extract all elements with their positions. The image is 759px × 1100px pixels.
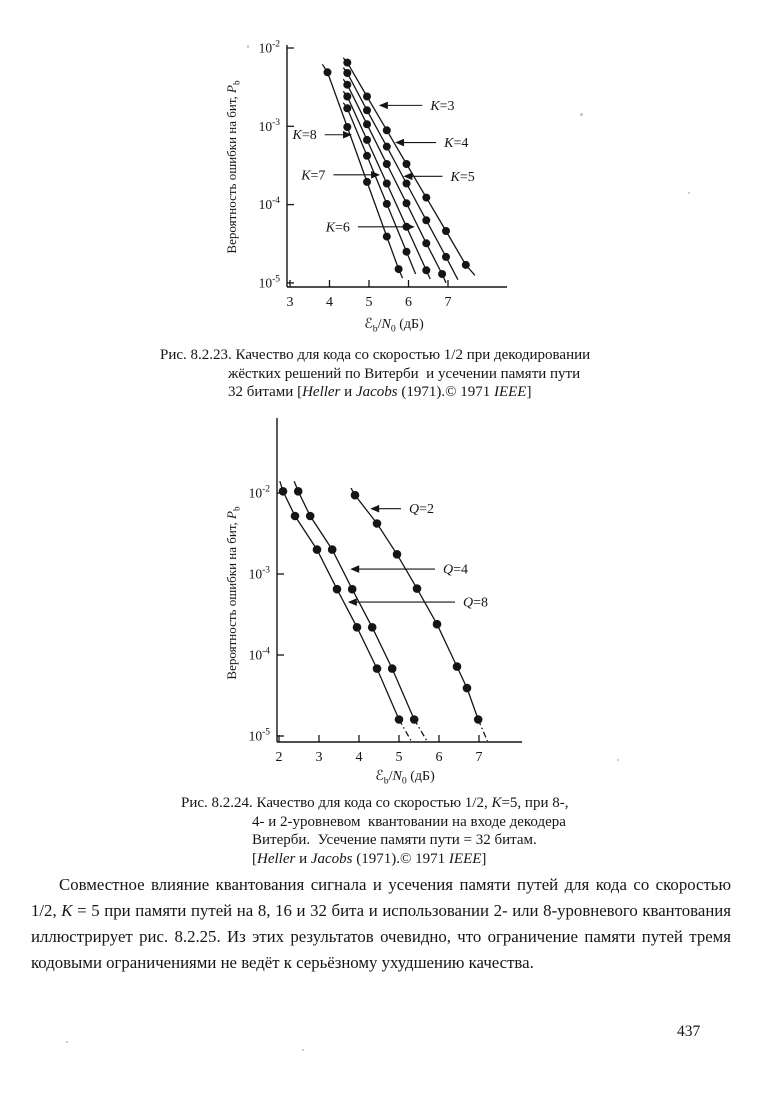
annotation-Q=4: Q=4 — [350, 563, 468, 578]
x-tick-label: 3 — [316, 750, 323, 765]
annotation-label: Q=8 — [463, 596, 488, 611]
caption-line: 4- и 2-уровневом квантовании на входе де… — [252, 813, 566, 830]
body-paragraph: Совместное влияние квантования сигнала и… — [31, 875, 731, 972]
figure-8-2-24-plot: 10-2 10-3 10-4 10-5 2 3 4 5 6 7 Q=2 Q=4 Q=8 ℰb/N0 (дБ… — [224, 418, 522, 787]
axes — [276, 418, 522, 743]
annotation-K=8: K=8 — [292, 128, 353, 143]
x-axis-label: ℰb/N0 (дБ) — [364, 316, 424, 335]
scan-speck — [617, 759, 619, 761]
x-axis-label: ℰb/N0 (дБ) — [375, 768, 435, 787]
annotation-K=6: K=6 — [325, 220, 415, 235]
x-tick-label: 7 — [445, 295, 452, 310]
series-K=4 — [342, 67, 459, 281]
series-Q=8 — [278, 481, 412, 742]
y-tick-label: 10-5 — [249, 728, 271, 744]
y-tick-label: 10-4 — [259, 196, 281, 212]
series-Q=2 — [350, 487, 489, 742]
y-tick-label: 10-3 — [249, 566, 271, 582]
scan-speck — [66, 1041, 68, 1043]
annotation-label: K=5 — [449, 170, 474, 185]
y-axis-label: Вероятность ошибки на бит, Pb — [224, 506, 242, 680]
scan-speck — [580, 113, 583, 116]
series-K=8 — [321, 63, 404, 279]
series-K=6 — [342, 90, 431, 280]
scan-speck — [521, 914, 523, 916]
caption-line: [Heller и Jacobs (1971).© 1971 IEEE] — [252, 850, 487, 867]
x-tick-label: 6 — [436, 750, 443, 765]
caption-line: 32 битами [Heller и Jacobs (1971).© 1971… — [228, 384, 532, 400]
scan-speck — [247, 45, 249, 48]
caption-line: Витерби. Усечение памяти пути = 32 битам… — [252, 832, 537, 848]
caption-line: Рис. 8.2.23. Качество для кода со скорос… — [160, 347, 591, 363]
series-K=5 — [342, 78, 447, 284]
page-number: 437 — [677, 1023, 701, 1040]
x-tick-label: 4 — [326, 295, 333, 310]
x-tick-label: 5 — [366, 295, 373, 310]
ticks: 10-2 10-3 10-4 10-5 3 4 5 6 7 — [259, 40, 452, 311]
caption-line: Рис. 8.2.24. Качество для кода со скорос… — [181, 795, 569, 811]
figure-8-2-23-plot: 10-2 10-3 10-4 10-5 3 4 5 6 7 K=3 K=4 K=5 K=8 K=7 K=6 ℰ… — [224, 40, 507, 335]
y-axis-label: Вероятность ошибки на бит, Pb — [224, 80, 242, 254]
scan-speck — [688, 192, 690, 194]
annotation-Q=2: Q=2 — [370, 502, 434, 517]
annotation-K=5: K=5 — [403, 170, 475, 185]
annotation-K=4: K=4 — [395, 136, 468, 151]
x-tick-label: 3 — [287, 295, 294, 310]
annotation-label: K=7 — [300, 168, 325, 183]
ticks: 10-2 10-3 10-4 10-5 2 3 4 5 6 7 — [249, 485, 483, 766]
annotation-label: K=3 — [429, 99, 454, 114]
y-tick-label: 10-3 — [259, 118, 281, 134]
x-tick-label: 2 — [276, 750, 283, 765]
y-tick-label: 10-5 — [259, 274, 281, 290]
figure-8-2-23-caption: Рис. 8.2.23. Качество для кода со скорос… — [160, 346, 590, 402]
annotation-K=7: K=7 — [300, 168, 381, 183]
annotation-Q=8: Q=8 — [347, 596, 488, 611]
y-tick-label: 10-2 — [259, 40, 281, 56]
annotation-label: K=8 — [292, 128, 317, 143]
x-tick-label: 5 — [396, 750, 403, 765]
y-tick-label: 10-2 — [249, 485, 271, 501]
annotation-label: Q=2 — [409, 502, 434, 517]
annotation-label: Q=4 — [443, 563, 468, 578]
annotation-label: K=6 — [325, 220, 350, 235]
axes — [286, 45, 507, 288]
series-K=3 — [342, 57, 476, 276]
caption-line: жёстких решений по Витерби и усечении па… — [228, 365, 581, 382]
annotation-label: K=4 — [443, 136, 468, 151]
x-tick-label: 7 — [476, 750, 483, 765]
x-tick-label: 6 — [405, 295, 412, 310]
series-K=7 — [342, 102, 417, 275]
scan-speck — [302, 1049, 304, 1051]
figure-8-2-24-caption: Рис. 8.2.24. Качество для кода со скорос… — [181, 794, 568, 868]
y-tick-label: 10-4 — [249, 647, 271, 663]
series-Q=4 — [293, 480, 428, 742]
annotation-K=3: K=3 — [378, 99, 455, 114]
x-tick-label: 4 — [356, 750, 363, 765]
